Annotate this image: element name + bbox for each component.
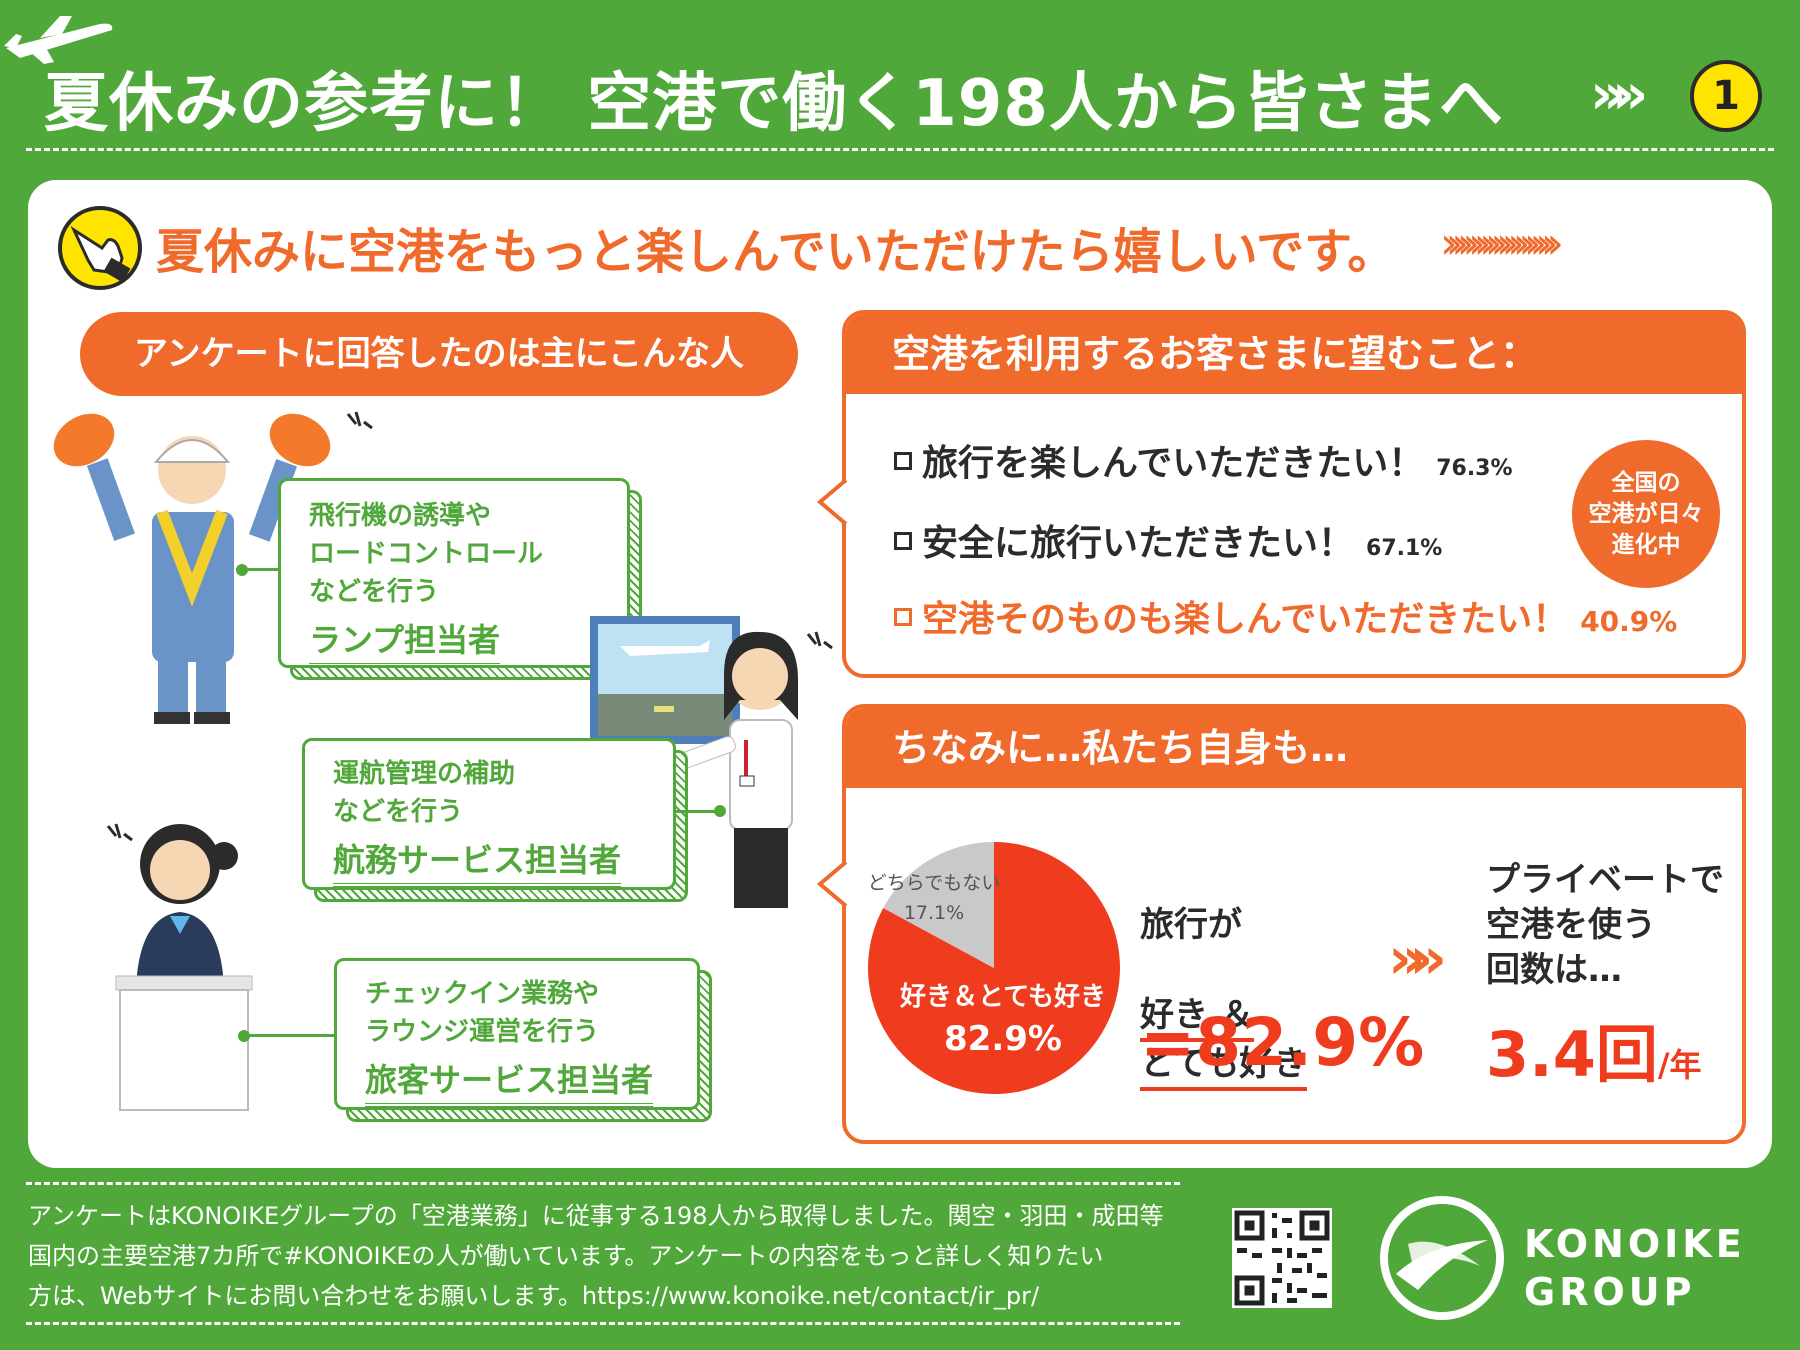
chevrons-icon: ›››››››››››››››››››› (1440, 218, 1564, 269)
role-card-passenger: チェックイン業務や ラウンジ運営を行う 旅客サービス担当者 (334, 958, 700, 1110)
pie-label-like-value: 82.9% (944, 1019, 1062, 1059)
airport-usage-value-wrap: 3.4回/年 (1486, 1004, 1702, 1094)
connector-line (244, 568, 280, 571)
checkbox-icon (894, 532, 912, 550)
role-card-ramp: 飛行機の誘導や ロードコントロール などを行う ランプ担当者 (278, 478, 630, 668)
travel-label-line: 旅行が (1140, 905, 1242, 945)
wishes-box: 空港を利用するお客さまに望むこと： 旅行を楽しんでいただきたい！ 76.3% 安全… (842, 310, 1746, 678)
arrow-chevrons-icon: »» (1388, 924, 1447, 992)
connector-line (246, 1034, 336, 1037)
pie-label-neutral-value: 17.1% (903, 902, 965, 924)
wish-percent: 40.9% (1580, 605, 1678, 638)
dispatcher-illustration (680, 631, 798, 908)
role-title: ランプ担当者 (309, 615, 501, 667)
speech-tail (816, 860, 848, 908)
pie-label-like-name: 好き＆とても好き (900, 982, 1106, 1012)
wish-item: 安全に旅行いただきたい！ 67.1% (894, 514, 1442, 566)
subheading: 夏休みに空港をもっと楽しんでいただけたら嬉しいです。 (156, 224, 1396, 280)
footer-note: アンケートはKONOIKEグループの「空港業務」に従事する198人から取得しまし… (28, 1202, 1164, 1310)
connector-line (676, 810, 720, 813)
travel-label-line: 好き ＆ (1140, 993, 1254, 1042)
travel-value: =82.9% (1140, 1004, 1425, 1081)
chevrons-icon: »» (1590, 62, 1648, 127)
role-description: 飛行機の誘導や ロードコントロール などを行う (309, 501, 544, 607)
motion-lines-icon (806, 631, 833, 650)
header-divider (26, 148, 1774, 151)
wish-text: 安全に旅行いただきたい！ (922, 523, 1355, 564)
connector-dot (236, 564, 248, 576)
footer-divider (26, 1322, 1180, 1325)
evolving-badge: 全国の 空港が日々 進化中 (1572, 440, 1720, 588)
page-title: 夏休みの参考に！ 空港で働く198人から皆さまへ (44, 67, 1504, 141)
airport-usage-label: プライベートで 空港を使う 回数は… (1486, 860, 1724, 990)
footer-divider (26, 1182, 1180, 1185)
role-description: チェックイン業務や ラウンジ運営を行う (365, 979, 600, 1047)
wish-text: 旅行を楽しんでいただきたい！ (922, 443, 1425, 484)
pointing-hand-icon (58, 206, 142, 290)
travel-label: 旅行が 好き ＆ とても好き (1140, 858, 1308, 1091)
airplane-icon (4, 16, 113, 64)
airport-usage-value: 3.4回 (1486, 1018, 1658, 1091)
pie-chart (868, 842, 1120, 1094)
konoike-logo-text: KONOIKE GROUP (1524, 1222, 1746, 1314)
role-title: 旅客サービス担当者 (365, 1055, 654, 1107)
motion-lines-icon (346, 411, 373, 430)
motion-lines-icon (106, 823, 133, 842)
travel-label-line: とても好き (1140, 1042, 1308, 1091)
connector-dot (714, 805, 726, 817)
wish-text: 空港そのものも楽しんでいただきたい！ (922, 599, 1569, 640)
ourselves-heading: ちなみに…私たち自身も… (846, 708, 1742, 788)
wish-item-highlight: 空港そのものも楽しんでいただきたい！ 40.9% (894, 590, 1677, 642)
wish-percent: 76.3% (1436, 456, 1513, 481)
pie-label-neutral: どちらでもない 17.1% (866, 868, 1002, 928)
checkbox-icon (894, 608, 912, 626)
checkbox-icon (894, 452, 912, 470)
connector-dot (238, 1030, 250, 1042)
page-number-badge: 1 (1690, 60, 1762, 132)
airport-window-illustration (590, 616, 740, 744)
wish-item: 旅行を楽しんでいただきたい！ 76.3% (894, 434, 1513, 486)
wish-percent: 67.1% (1366, 536, 1443, 561)
role-card-flight-ops: 運航管理の補助 などを行う 航務サービス担当者 (302, 738, 676, 890)
role-description: 運航管理の補助 などを行う (333, 759, 516, 827)
konoike-logo-icon (1380, 1196, 1504, 1320)
pie-label-like: 好き＆とても好き 82.9% (888, 976, 1118, 1060)
pie-label-neutral-name: どちらでもない (867, 872, 1001, 894)
ourselves-box: ちなみに…私たち自身も… (842, 704, 1746, 1144)
speech-tail (816, 478, 848, 526)
check-in-staff-illustration (115, 824, 253, 1111)
airport-usage-unit: /年 (1657, 1046, 1702, 1084)
respondents-heading: アンケートに回答したのは主にこんな人 (80, 312, 798, 396)
role-title: 航務サービス担当者 (333, 835, 622, 887)
qr-code-icon[interactable] (1232, 1208, 1332, 1308)
pie-slice (883, 842, 994, 968)
wishes-heading: 空港を利用するお客さまに望むこと： (846, 314, 1742, 394)
